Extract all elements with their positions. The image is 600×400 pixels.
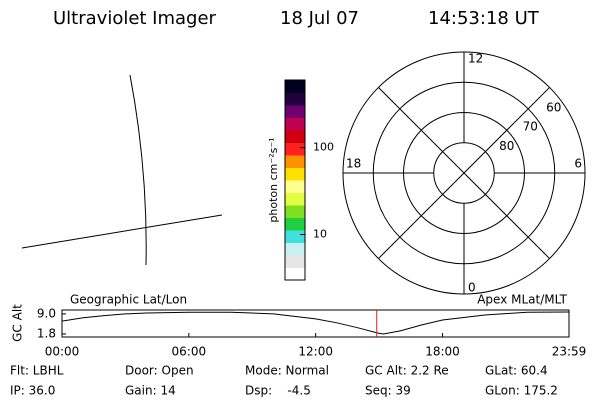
colorbar-swatch — [285, 230, 305, 243]
y-tick-label: 9.0 — [37, 306, 56, 320]
colorbar-swatch — [285, 217, 305, 231]
mlt-label: 18 — [346, 157, 361, 171]
info-field: Flt: LBHL — [10, 364, 64, 378]
lat-label: 60 — [546, 101, 561, 115]
colorbar-swatch — [285, 180, 305, 193]
colorbar-label: photon cm⁻²s⁻¹ — [267, 137, 280, 222]
colorbar-swatch — [285, 130, 305, 143]
date: 18 Jul 07 — [280, 8, 359, 29]
time: 14:53:18 UT — [428, 8, 540, 29]
x-tick-label: 06:00 — [172, 345, 207, 359]
colorbar-tick-label: 100 — [313, 141, 334, 154]
mlt-label: 0 — [468, 281, 476, 295]
colorbar-swatch — [285, 117, 305, 131]
instrument: Ultraviolet Imager — [53, 8, 217, 29]
colorbar-swatch — [285, 167, 305, 181]
x-tick-label: 18:00 — [425, 345, 460, 359]
geo-meridian — [129, 74, 147, 266]
x-tick-label: 00:00 — [45, 345, 80, 359]
info-field: IP: 36.0 — [10, 384, 55, 398]
mlt-label: 6 — [574, 157, 582, 171]
info-field: Mode: Normal — [245, 364, 329, 378]
colorbar-swatch — [285, 267, 305, 281]
altitude-line — [61, 311, 570, 335]
y-tick-label: 1.8 — [37, 326, 56, 340]
y-axis-label: GC Alt — [11, 304, 25, 342]
geo-parallel — [21, 214, 223, 249]
colorbar-swatch — [285, 205, 305, 218]
strip-title-right: Apex MLat/MLT — [477, 293, 567, 307]
lat-label: 80 — [499, 139, 514, 153]
info-field: GLat: 60.4 — [485, 364, 548, 378]
info-field: GLon: 175.2 — [485, 384, 558, 398]
colorbar-swatch — [285, 242, 305, 256]
strip-title-left: Geographic Lat/Lon — [70, 293, 187, 307]
colorbar-swatch — [285, 105, 305, 118]
colorbar-swatch — [285, 155, 305, 168]
x-tick-label: 12:00 — [298, 345, 333, 359]
colorbar-swatch — [285, 255, 305, 268]
info-field: GC Alt: 2.2 Re — [365, 364, 449, 378]
colorbar-swatch — [285, 142, 305, 156]
info-field: Gain: 14 — [125, 384, 176, 398]
info-field: Door: Open — [125, 364, 194, 378]
colorbar-tick-label: 10 — [313, 228, 327, 241]
info-field: Dsp: -4.5 — [245, 384, 311, 398]
colorbar-swatch — [285, 192, 305, 206]
mlt-label: 12 — [468, 52, 483, 66]
diag-line — [378, 87, 550, 259]
colorbar-swatch — [285, 92, 305, 106]
colorbar-frame — [284, 79, 306, 281]
colorbar-swatch — [285, 80, 305, 93]
lat-label: 70 — [523, 120, 538, 134]
info-field: Seq: 39 — [365, 384, 411, 398]
x-tick-label: 23:59 — [552, 345, 587, 359]
